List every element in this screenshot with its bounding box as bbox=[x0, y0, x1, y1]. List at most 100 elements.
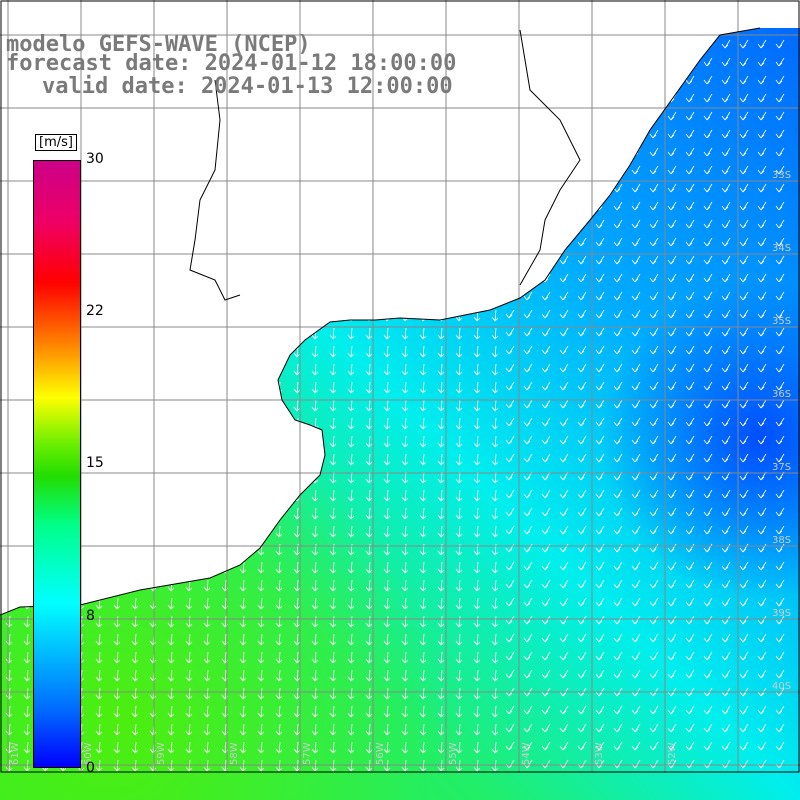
wind-arrow bbox=[721, 489, 731, 499]
wind-arrow bbox=[739, 489, 749, 499]
wind-arrow bbox=[239, 381, 247, 394]
wind-arrow bbox=[721, 345, 731, 355]
wind-arrow bbox=[739, 435, 749, 445]
wind-arrow bbox=[473, 255, 481, 268]
wind-arrow bbox=[329, 399, 337, 412]
wind-arrow bbox=[365, 255, 373, 268]
lon-label: 57W bbox=[302, 742, 313, 765]
wind-arrow bbox=[667, 615, 677, 625]
wind-arrow bbox=[113, 669, 121, 682]
wind-arrow bbox=[203, 399, 211, 412]
wind-arrow bbox=[257, 237, 265, 250]
wind-arrow bbox=[559, 39, 569, 49]
wind-arrow bbox=[739, 345, 749, 355]
wind-arrow bbox=[383, 219, 391, 232]
wind-arrow bbox=[437, 615, 445, 628]
wind-arrow bbox=[541, 93, 551, 103]
wind-arrow bbox=[347, 111, 355, 124]
wind-arrow bbox=[559, 381, 569, 391]
wind-arrow bbox=[131, 129, 139, 142]
wind-arrow bbox=[721, 579, 731, 589]
wind-arrow bbox=[167, 471, 175, 484]
wind-arrow bbox=[775, 309, 785, 319]
wind-arrow bbox=[775, 381, 785, 391]
wind-arrow bbox=[365, 147, 373, 160]
wind-arrow bbox=[739, 381, 749, 391]
wind-arrow bbox=[437, 219, 445, 232]
wind-arrow bbox=[113, 345, 121, 358]
lon-label: 56W bbox=[375, 742, 386, 765]
wind-arrow bbox=[365, 219, 373, 232]
wind-arrow bbox=[185, 435, 193, 448]
wind-arrow bbox=[613, 543, 623, 553]
wind-arrow bbox=[757, 597, 767, 607]
wind-arrow bbox=[739, 111, 749, 121]
wind-arrow bbox=[239, 111, 247, 124]
wind-arrow bbox=[185, 507, 193, 520]
wind-arrow bbox=[131, 453, 139, 466]
wind-arrow bbox=[757, 93, 767, 103]
wind-arrow bbox=[703, 615, 713, 625]
wind-arrow bbox=[595, 435, 605, 445]
wind-arrow bbox=[257, 399, 265, 412]
wind-arrow bbox=[685, 255, 695, 265]
wind-arrow bbox=[595, 399, 605, 409]
wind-arrow bbox=[667, 579, 677, 589]
wind-arrow bbox=[383, 39, 391, 52]
wind-arrow bbox=[185, 129, 193, 142]
wind-arrow bbox=[329, 165, 337, 178]
wind-arrow bbox=[631, 345, 641, 355]
wind-arrow bbox=[23, 147, 31, 160]
wind-arrow bbox=[541, 615, 551, 625]
wind-arrow bbox=[491, 201, 499, 214]
wind-arrow bbox=[739, 93, 749, 103]
wind-arrow bbox=[595, 453, 605, 463]
wind-arrow bbox=[491, 471, 499, 484]
wind-arrow bbox=[257, 615, 265, 628]
wind-arrow bbox=[559, 291, 569, 301]
wind-arrow bbox=[257, 723, 265, 736]
wind-arrow bbox=[595, 507, 605, 517]
wind-arrow bbox=[559, 525, 569, 535]
wind-arrow bbox=[595, 273, 605, 283]
wind-arrow bbox=[775, 57, 785, 67]
wind-arrow bbox=[23, 75, 31, 88]
wind-arrow bbox=[667, 255, 677, 265]
wind-arrow bbox=[437, 381, 445, 394]
wind-arrow bbox=[185, 111, 193, 124]
wind-arrow bbox=[559, 507, 569, 517]
wind-arrow bbox=[311, 669, 319, 682]
wind-arrow bbox=[739, 543, 749, 553]
wind-arrow bbox=[721, 273, 731, 283]
wind-arrow bbox=[149, 525, 157, 538]
wind-arrow bbox=[649, 615, 659, 625]
wind-arrow bbox=[293, 309, 301, 322]
wind-arrow bbox=[131, 291, 139, 304]
wind-arrow bbox=[167, 723, 175, 736]
wind-arrow bbox=[95, 435, 103, 448]
wind-arrow bbox=[275, 489, 283, 502]
wind-arrow bbox=[541, 579, 551, 589]
wind-arrow bbox=[437, 723, 445, 736]
wind-arrow bbox=[113, 147, 121, 160]
wind-arrow bbox=[329, 705, 337, 718]
wind-arrow bbox=[631, 561, 641, 571]
wind-arrow bbox=[311, 255, 319, 268]
wind-arrow bbox=[185, 183, 193, 196]
wind-arrow bbox=[113, 111, 121, 124]
wind-arrow bbox=[113, 363, 121, 376]
wind-arrow bbox=[5, 219, 13, 232]
wind-arrow bbox=[23, 435, 31, 448]
wind-arrow bbox=[649, 93, 659, 103]
wind-arrow bbox=[437, 111, 445, 124]
wind-arrow bbox=[577, 309, 587, 319]
wind-arrow bbox=[275, 147, 283, 160]
wind-arrow bbox=[577, 237, 587, 247]
wind-arrow bbox=[649, 579, 659, 589]
wind-arrow bbox=[275, 345, 283, 358]
wind-arrow bbox=[149, 471, 157, 484]
wind-arrow bbox=[401, 201, 409, 214]
wind-arrow bbox=[167, 237, 175, 250]
wind-arrow bbox=[703, 273, 713, 283]
wind-arrow bbox=[203, 327, 211, 340]
